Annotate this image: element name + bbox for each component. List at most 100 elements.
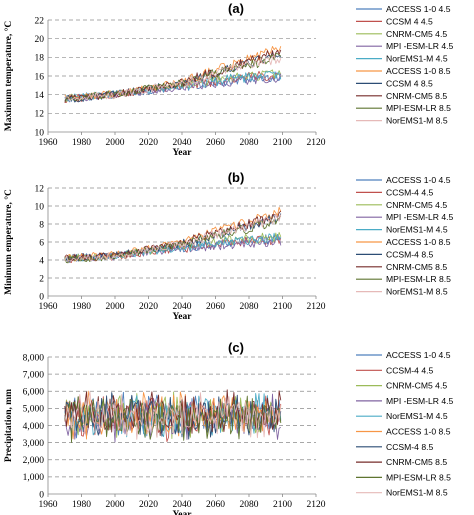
panel-label: (a) — [228, 1, 244, 16]
y-tick-label: 6 — [39, 238, 44, 248]
x-tick-label: 2000 — [106, 302, 125, 312]
y-axis-title: Precipitation, mm — [4, 389, 14, 462]
x-tick-label: 1980 — [72, 302, 91, 312]
y-tick-label: 3,000 — [23, 439, 45, 449]
legend-label: CNRM-CM5 4.5 — [386, 381, 447, 391]
y-tick-label: 8,000 — [23, 353, 45, 363]
legend-label: CNRM-CM5 8.5 — [386, 457, 447, 467]
x-tick-label: 2060 — [206, 500, 225, 510]
y-tick-label: 16 — [35, 72, 45, 82]
y-tick-label: 0 — [39, 292, 44, 302]
panel-2: (b) 0 2 4 6 8 10 12 1960 1980 2000 2020 2040 2060 2080… — [3, 170, 454, 322]
legend-label: ACCESS 1-0 4.5 — [386, 4, 451, 14]
legend-label: CCSM-4 8.5 — [386, 442, 433, 452]
x-tick-label: 2120 — [307, 302, 326, 312]
series-line-10 — [64, 391, 282, 440]
x-tick-label: 2040 — [173, 302, 192, 312]
x-axis-title: Year — [173, 148, 193, 158]
y-tick-label: 7,000 — [23, 370, 45, 380]
legend-label: NorEMS1-M 4.5 — [386, 225, 448, 235]
x-tick-label: 2080 — [240, 138, 259, 148]
y-tick-label: 14 — [35, 91, 45, 101]
x-tick-label: 2100 — [273, 500, 292, 510]
x-tick-label: 2080 — [240, 500, 259, 510]
y-tick-label: 20 — [35, 35, 45, 45]
legend: ACCESS 1-0 4.5 CCSM-4 4.5 CNRM-CM5 4.5 MPI … — [356, 175, 454, 297]
legend-label: CNRM-CM5 8.5 — [386, 91, 447, 101]
x-tick-label: 1960 — [39, 500, 58, 510]
x-tick-label: 1980 — [72, 138, 91, 148]
legend: ACCESS 1-0 4.5 CCSM 4 4.5 CNRM-CM5 4.5 MPI … — [356, 4, 454, 126]
panel-3: (c) 0 1,000 2,000 3,000 4,000 5,000 6,000 7,000 8… — [4, 340, 454, 515]
x-tick-label: 2120 — [307, 138, 326, 148]
x-tick-label: 1960 — [39, 138, 58, 148]
y-tick-label: 2,000 — [23, 456, 45, 466]
series-line-4 — [64, 236, 282, 264]
y-tick-label: 6,000 — [23, 388, 45, 398]
series-line-8 — [64, 210, 282, 262]
y-tick-label: 12 — [35, 184, 45, 194]
y-tick-label: 8 — [39, 220, 44, 230]
legend-label: ACCESS 1-0 4.5 — [386, 350, 451, 360]
series-line-10 — [64, 214, 282, 262]
legend-label: CCSM 4 4.5 — [386, 16, 433, 26]
legend-label: CNRM-CM5 8.5 — [386, 262, 447, 272]
legend-label: ACCESS 1-0 4.5 — [386, 175, 451, 185]
y-tick-label: 5,000 — [23, 405, 45, 415]
series-line-9 — [64, 395, 282, 443]
x-tick-label: 2000 — [106, 138, 125, 148]
x-tick-label: 2060 — [206, 302, 225, 312]
legend-label: MPI -ESM-LR 4.5 — [386, 41, 454, 51]
x-tick-label: 2040 — [173, 138, 192, 148]
y-tick-label: 0 — [39, 490, 44, 500]
legend-label: ACCESS 1-0 8.5 — [386, 66, 451, 76]
x-tick-label: 2060 — [206, 138, 225, 148]
x-tick-label: 2000 — [106, 500, 125, 510]
panel-label: (c) — [228, 340, 244, 355]
legend-label: NorEMS1-M 8.5 — [386, 488, 448, 498]
y-tick-label: 22 — [35, 16, 45, 26]
y-tick-label: 4 — [39, 256, 44, 266]
legend-label: CCSM-4 4.5 — [386, 187, 433, 197]
legend-label: MPI-ESM-LR 8.5 — [386, 103, 451, 113]
x-axis-title: Year — [173, 510, 193, 515]
x-tick-label: 2080 — [240, 302, 259, 312]
panel-label: (b) — [228, 170, 245, 185]
y-tick-label: 12 — [35, 110, 45, 120]
y-tick-label: 10 — [35, 202, 45, 212]
series-line-7 — [64, 51, 282, 103]
series-line-6 — [64, 206, 282, 262]
x-tick-label: 2040 — [173, 500, 192, 510]
legend-label: MPI -ESM-LR 4.5 — [386, 212, 454, 222]
legend-label: MPI -ESM-LR 4.5 — [386, 396, 454, 406]
y-tick-label: 10 — [35, 128, 45, 138]
legend-label: ACCESS 1-0 8.5 — [386, 237, 451, 247]
y-axis-title: Maximum temperature, °C — [3, 21, 14, 132]
legend-label: NorEMS1-M 4.5 — [386, 54, 448, 64]
legend-label: MPI-ESM-LR 8.5 — [386, 274, 451, 284]
x-tick-label: 2020 — [139, 138, 158, 148]
legend-label: CCSM-4 8.5 — [386, 249, 433, 259]
legend-label: CCSM 4 8.5 — [386, 78, 433, 88]
y-axis-title: Minimum emperature, °C — [3, 189, 14, 295]
legend-label: NorEMS1-M 8.5 — [386, 116, 448, 126]
x-tick-label: 2100 — [273, 302, 292, 312]
y-tick-label: 18 — [35, 54, 45, 64]
x-tick-label: 1960 — [39, 302, 58, 312]
x-tick-label: 2020 — [139, 500, 158, 510]
legend-label: ACCESS 1-0 8.5 — [386, 427, 451, 437]
x-axis-title: Year — [173, 312, 193, 322]
legend-label: CNRM-CM5 4.5 — [386, 200, 447, 210]
x-tick-label: 2120 — [307, 500, 326, 510]
legend-label: MPI-ESM-LR 8.5 — [386, 472, 451, 482]
y-tick-label: 2 — [39, 274, 44, 284]
x-tick-label: 1980 — [72, 500, 91, 510]
x-tick-label: 2100 — [273, 138, 292, 148]
legend-label: CNRM-CM5 4.5 — [386, 29, 447, 39]
panel-1: (a) 10 12 14 16 18 20 22 1960 1980 2000 2020 2040 206… — [3, 1, 454, 158]
legend-label: CCSM-4 4.5 — [386, 365, 433, 375]
legend-label: NorEMS1-M 8.5 — [386, 287, 448, 297]
legend: ACCESS 1-0 4.5 CCSM-4 4.5 CNRM-CM5 4.5 MPI … — [356, 350, 454, 498]
x-tick-label: 2020 — [139, 302, 158, 312]
